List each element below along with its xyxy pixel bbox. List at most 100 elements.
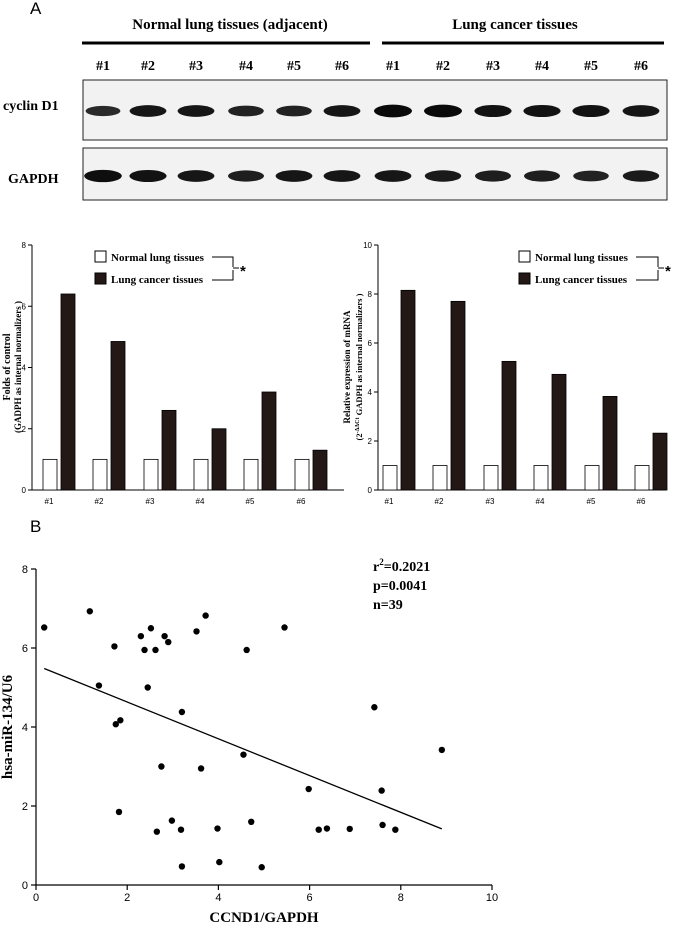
blot-row-label-gapdh: GAPDH [8, 172, 59, 187]
blot-band [177, 105, 215, 117]
scatter-point [115, 808, 123, 816]
blot-band [129, 105, 167, 117]
scatter-point [193, 628, 200, 635]
y-tick-label: 0 [22, 880, 28, 892]
chart1-legend-swatch-cancer [94, 272, 107, 285]
scatter-point [379, 821, 386, 829]
stat-n: n=39 [373, 598, 403, 613]
protein-bar-chart: 0 2 4 6 8 #1 #2 #3 #4 #5 #6 Folds of control (GADP… [2, 241, 344, 506]
x-tick-label: #4 [196, 497, 205, 506]
normal-group-title: Normal lung tissues (adjacent) [132, 17, 327, 33]
chart1-legend-normal: Normal lung tissues [111, 252, 205, 264]
y-tick-label: 8 [22, 564, 28, 576]
lane-label: #1 [96, 59, 110, 74]
x-tick-label: 8 [398, 892, 404, 904]
scatter-point [117, 717, 124, 724]
y-tick-label: 2 [368, 437, 373, 446]
bar-normal [294, 458, 310, 491]
y-tick-label: 8 [22, 241, 27, 250]
chart2-ylabel-line2: (2-ΔΔCt GADPH as internal normalizers ) [354, 293, 364, 440]
y-tick-label: 2 [22, 425, 27, 434]
lane-label: #1 [386, 59, 400, 74]
scatter-point [216, 858, 223, 866]
bar-normal [584, 465, 600, 491]
stat-r-value: =0.2021 [384, 560, 430, 575]
chart1-bars [42, 293, 328, 491]
scatter-point [258, 864, 265, 871]
lane-label: #6 [634, 59, 648, 74]
scatter-point [323, 825, 331, 832]
lane-label: #5 [287, 59, 301, 74]
chart2-bars [382, 289, 668, 491]
bar-cancer [211, 428, 227, 491]
bar-normal [432, 465, 448, 491]
x-tick-label: #6 [637, 497, 646, 506]
chart2-legend-normal: Normal lung tissues [535, 252, 629, 264]
blot-band [474, 104, 512, 118]
scatter-point [392, 826, 399, 833]
blot-band [424, 104, 462, 118]
y-tick-label: 4 [22, 722, 28, 734]
x-tick-label: 10 [486, 892, 498, 904]
scatter-point [177, 826, 185, 833]
blot-band [424, 170, 462, 182]
scatter-point [158, 763, 165, 770]
x-tick-label: 2 [124, 892, 130, 904]
scatter-point [178, 708, 186, 716]
chart1-ticks: 0 2 4 6 8 #1 #2 #3 #4 #5 #6 [22, 241, 306, 506]
x-tick-label: #1 [45, 497, 54, 506]
bar-normal [382, 465, 398, 491]
x-tick-label: 6 [307, 892, 313, 904]
chart2-legend-swatch-normal [518, 250, 531, 263]
y-tick-label: 6 [368, 339, 373, 348]
scatter-point [214, 825, 221, 832]
x-tick-label: #2 [95, 497, 104, 506]
scatter-point [41, 624, 48, 631]
x-tick-label: #4 [536, 497, 545, 506]
lane-label: #6 [335, 59, 349, 74]
blot-band [524, 170, 560, 182]
chart2-significance-bracket [636, 256, 664, 281]
blot-band [84, 169, 122, 183]
bar-cancer [161, 409, 177, 491]
panel-a: A Normal lung tissues (adjacent) Lung ca… [3, 0, 668, 201]
scatter-point [371, 704, 378, 711]
scatter-point [152, 646, 159, 654]
blot-band [475, 170, 511, 182]
y-tick-label: 4 [368, 388, 373, 397]
blot-band [323, 170, 361, 182]
y-tick-label: 4 [22, 364, 27, 373]
bar-normal [42, 458, 58, 491]
chart2-ylabel-line1: Relative expression of mRNA [342, 310, 352, 424]
blot-bands [84, 104, 660, 183]
bar-normal [243, 458, 259, 491]
bar-normal [92, 458, 108, 491]
scatter-xlabel: CCND1/GAPDH [209, 910, 318, 926]
chart1-legend-swatch-normal [94, 250, 107, 263]
blot-band [523, 104, 561, 118]
blot-band [177, 170, 215, 182]
lane-label: #5 [584, 59, 598, 74]
bar-normal [483, 465, 499, 491]
chart2-ylabel-post: GADPH as internal normalizers ) [354, 293, 364, 417]
scatter-ylabel: hsa-miR-134/U6 [0, 674, 16, 779]
x-tick-label: #2 [435, 497, 444, 506]
chart1-legend-cancer: Lung cancer tissues [111, 274, 204, 286]
blot-band [374, 104, 412, 118]
chart2-ylabel-sup: -ΔΔCt [355, 418, 361, 434]
scatter-point [178, 863, 186, 870]
chart2-ticks: 0 2 4 6 8 10 #1 #2 #3 #4 #5 #6 [363, 241, 646, 506]
cancer-group-title: Lung cancer tissues [452, 17, 578, 33]
x-tick-label: #5 [587, 497, 596, 506]
y-tick-label: 0 [368, 486, 373, 495]
chart1-ylabel-line2: (GADPH as internal normalizers ) [13, 301, 23, 433]
bar-cancer [551, 373, 567, 491]
bar-normal [193, 458, 209, 491]
scatter-ticks: 0 2 4 6 8 10 0 2 4 6 8 [22, 564, 498, 904]
scatter-point [111, 643, 118, 650]
lane-label: #4 [239, 59, 253, 74]
scatter-point [378, 787, 385, 794]
stat-r-squared: r2=0.2021 [373, 557, 430, 575]
chart2-significance-star: * [665, 263, 671, 280]
blot-band [622, 105, 660, 117]
